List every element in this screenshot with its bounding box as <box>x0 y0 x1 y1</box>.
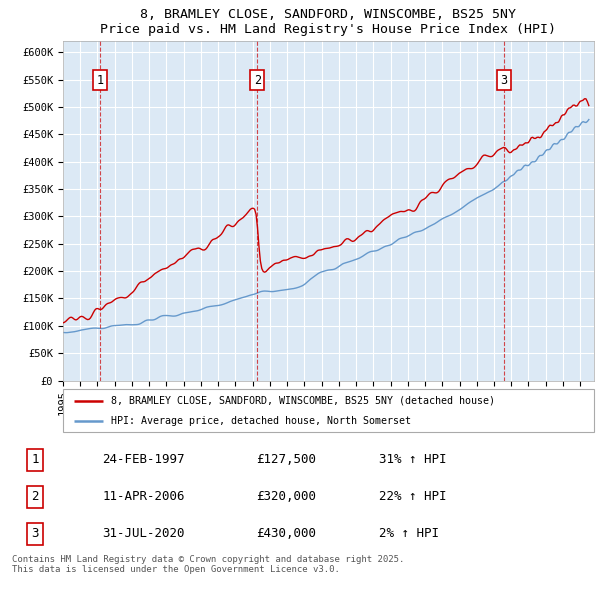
Text: £127,500: £127,500 <box>256 453 316 466</box>
Title: 8, BRAMLEY CLOSE, SANDFORD, WINSCOMBE, BS25 5NY
Price paid vs. HM Land Registry': 8, BRAMLEY CLOSE, SANDFORD, WINSCOMBE, B… <box>101 8 557 36</box>
Text: 2% ↑ HPI: 2% ↑ HPI <box>379 527 439 540</box>
Text: HPI: Average price, detached house, North Somerset: HPI: Average price, detached house, Nort… <box>111 417 411 426</box>
Text: 31-JUL-2020: 31-JUL-2020 <box>102 527 185 540</box>
Text: 11-APR-2006: 11-APR-2006 <box>102 490 185 503</box>
FancyBboxPatch shape <box>63 389 594 432</box>
Text: 24-FEB-1997: 24-FEB-1997 <box>102 453 185 466</box>
Text: 2: 2 <box>32 490 39 503</box>
Text: £320,000: £320,000 <box>256 490 316 503</box>
Text: 3: 3 <box>32 527 39 540</box>
Text: 2: 2 <box>254 74 261 87</box>
Text: 1: 1 <box>97 74 103 87</box>
Text: 1: 1 <box>32 453 39 466</box>
Text: Contains HM Land Registry data © Crown copyright and database right 2025.
This d: Contains HM Land Registry data © Crown c… <box>12 555 404 574</box>
Text: £430,000: £430,000 <box>256 527 316 540</box>
Text: 31% ↑ HPI: 31% ↑ HPI <box>379 453 446 466</box>
Text: 8, BRAMLEY CLOSE, SANDFORD, WINSCOMBE, BS25 5NY (detached house): 8, BRAMLEY CLOSE, SANDFORD, WINSCOMBE, B… <box>111 396 495 406</box>
Text: 22% ↑ HPI: 22% ↑ HPI <box>379 490 446 503</box>
Text: 3: 3 <box>500 74 508 87</box>
